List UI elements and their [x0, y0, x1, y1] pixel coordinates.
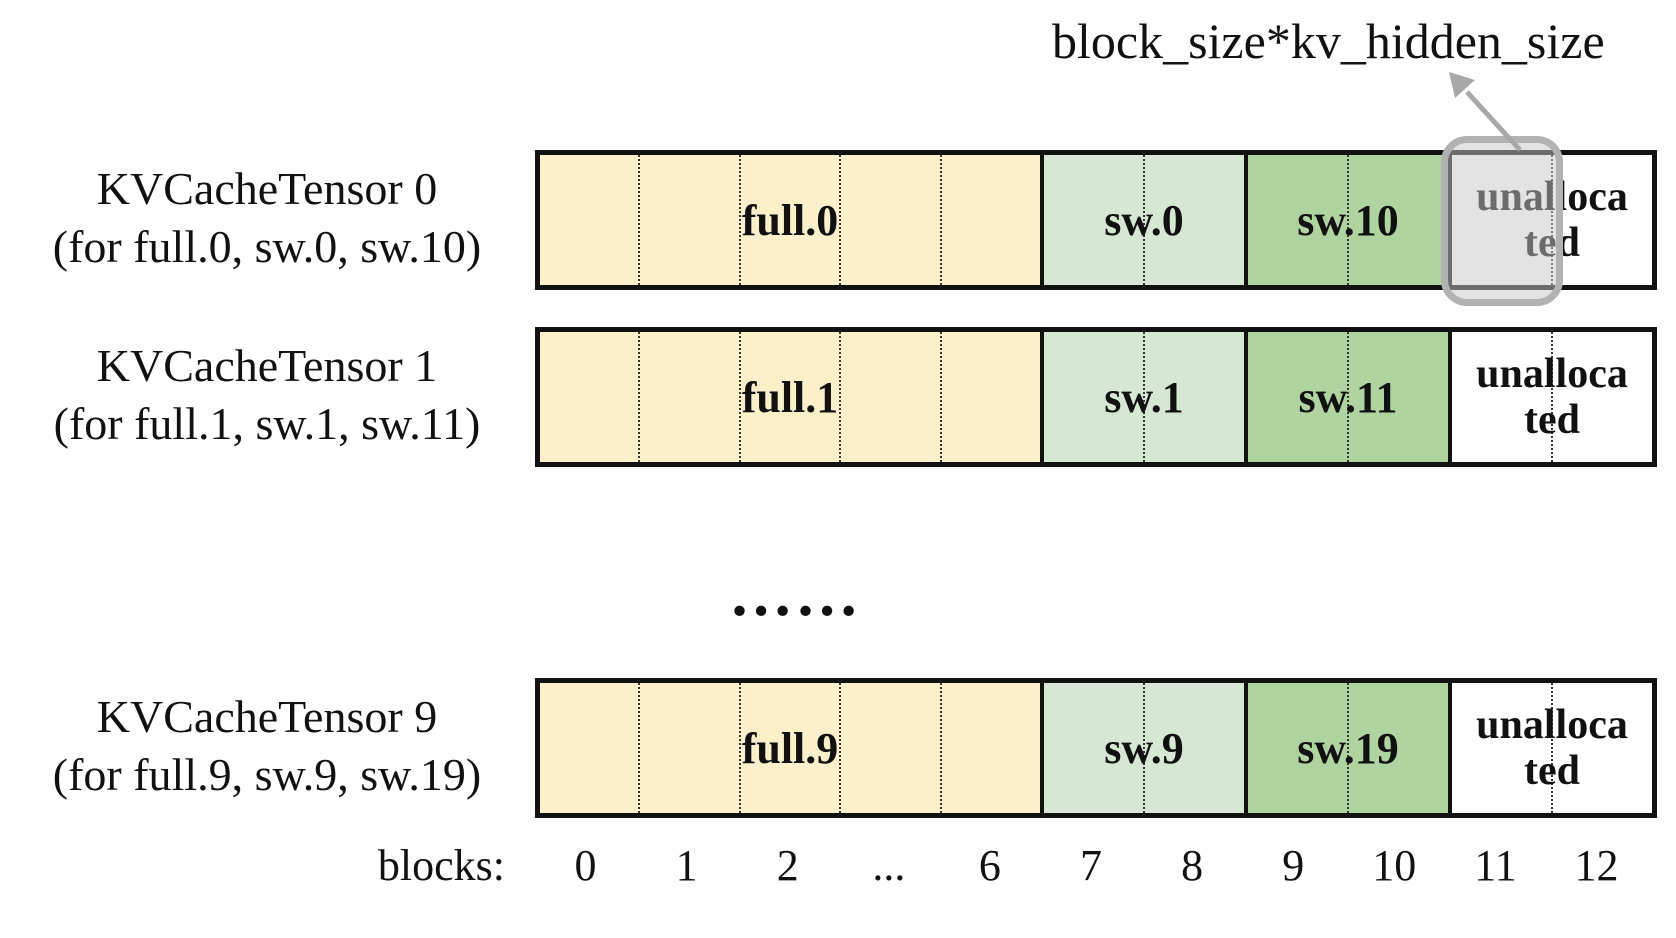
- block-cell: [540, 332, 638, 462]
- row-subtitle: (for full.0, sw.0, sw.10): [52, 221, 482, 272]
- block-cell: [1347, 155, 1448, 285]
- sw-high-section: sw.11: [1244, 332, 1448, 462]
- block-index-label: 9: [1282, 841, 1305, 890]
- block-index-label: 2: [776, 841, 799, 890]
- row-title: KVCacheTensor 1: [96, 340, 438, 391]
- row-label-kvcachetensor-9: KVCacheTensor 9 (for full.9, sw.9, sw.19…: [8, 688, 526, 804]
- sw-high-section: sw.10: [1244, 155, 1448, 285]
- row-subtitle: (for full.1, sw.1, sw.11): [53, 398, 481, 449]
- block-cell: [839, 683, 939, 813]
- unallocated-section: unalloca ted: [1448, 683, 1652, 813]
- block-cell: [839, 155, 939, 285]
- kvcache-bar-1: full.1 sw.1 sw.11 unalloca ted: [535, 327, 1657, 467]
- block-cell: [1248, 683, 1347, 813]
- full-section: full.1: [540, 332, 1040, 462]
- block-index-label: 10: [1372, 841, 1417, 890]
- block-cell: [1248, 155, 1347, 285]
- block-cell: [1248, 332, 1347, 462]
- block-cell: [1347, 332, 1448, 462]
- block-cell: [1551, 332, 1652, 462]
- block-cell: [738, 683, 839, 813]
- block-index-label: 1: [675, 841, 698, 890]
- block-cell: [1044, 155, 1143, 285]
- block-cell: [638, 683, 738, 813]
- row-subtitle: (for full.9, sw.9, sw.19): [52, 749, 482, 800]
- block-cell: [1143, 683, 1244, 813]
- block-index-label: 7: [1080, 841, 1103, 890]
- block-cell: [1551, 155, 1652, 285]
- full-section: full.0: [540, 155, 1040, 285]
- block-cell: [1452, 683, 1551, 813]
- block-cell: [839, 332, 939, 462]
- full-section: full.9: [540, 683, 1040, 813]
- block-cell: [540, 155, 638, 285]
- block-index-label: ...: [872, 841, 906, 890]
- kvcache-bar-9: full.9 sw.9 sw.19 unalloca ted: [535, 678, 1657, 818]
- block-index-label: 6: [978, 841, 1001, 890]
- rows-ellipsis: ……: [729, 558, 861, 629]
- block-index-label: 8: [1181, 841, 1204, 890]
- block-cell: [1143, 332, 1244, 462]
- sw-section: sw.0: [1040, 155, 1244, 285]
- block-highlight-ring: [1441, 136, 1563, 306]
- block-cell: [1551, 683, 1652, 813]
- row-label-kvcachetensor-0: KVCacheTensor 0 (for full.0, sw.0, sw.10…: [8, 160, 526, 276]
- annotation-arrow-icon: [1449, 72, 1522, 152]
- block-cell: [939, 683, 1040, 813]
- unallocated-section: unalloca ted: [1448, 332, 1652, 462]
- block-cell: [738, 332, 839, 462]
- block-cell: [1347, 683, 1448, 813]
- block-cell: [1044, 683, 1143, 813]
- sw-high-section: sw.19: [1244, 683, 1448, 813]
- block-cell: [638, 155, 738, 285]
- block-index-label: 12: [1574, 841, 1619, 890]
- blocks-axis-title: blocks:: [377, 841, 505, 890]
- row-title: KVCacheTensor 0: [96, 163, 438, 214]
- blocks-axis: 0 1 2 ... 6 7 8 9 10 11 12: [535, 840, 1647, 891]
- sw-section: sw.1: [1040, 332, 1244, 462]
- block-cell: [738, 155, 839, 285]
- block-index-label: 0: [574, 841, 597, 890]
- block-index-label: 11: [1474, 841, 1517, 890]
- row-title: KVCacheTensor 9: [96, 691, 438, 742]
- block-cell: [638, 332, 738, 462]
- block-cell: [939, 155, 1040, 285]
- block-cell: [1044, 332, 1143, 462]
- row-label-kvcachetensor-1: KVCacheTensor 1 (for full.1, sw.1, sw.11…: [8, 337, 526, 453]
- sw-section: sw.9: [1040, 683, 1244, 813]
- block-cell: [1143, 155, 1244, 285]
- block-cell: [1452, 332, 1551, 462]
- block-cell: [939, 332, 1040, 462]
- block-cell: [540, 683, 638, 813]
- block-size-annotation-label: block_size*kv_hidden_size: [1052, 13, 1605, 69]
